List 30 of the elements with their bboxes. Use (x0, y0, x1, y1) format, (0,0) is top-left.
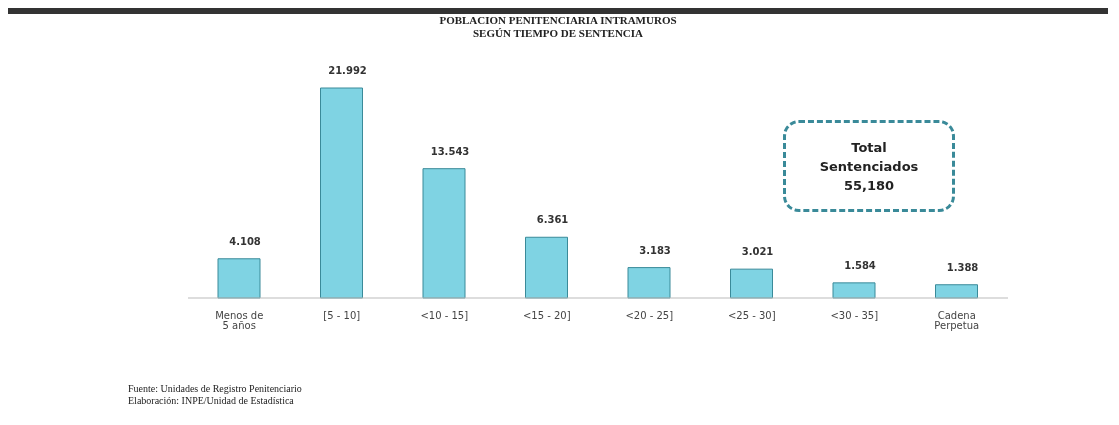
bar (525, 236, 568, 299)
data-label: 1.388 (946, 261, 979, 273)
chart-title: POBLACION PENITENCIARIA INTRAMUROS (438, 14, 678, 27)
x-tick-label: [5 - 10] (323, 310, 361, 322)
data-label: 21.992 (328, 65, 367, 76)
bar (935, 284, 978, 299)
source-note: Fuente: Unidades de Registro Penitenciario (128, 383, 302, 395)
bar (730, 268, 773, 299)
text: Elaboración: INPE/Unidad de Estadística (128, 395, 295, 407)
bar (422, 168, 466, 299)
annotation: Total Sentenciados 55,180 (818, 138, 920, 195)
x-tick-label: <20 - 25] (625, 310, 674, 322)
bar (832, 282, 876, 299)
data-label: 13.543 (430, 145, 470, 157)
rounded-frame: Total Sentenciados 55,180 (783, 120, 955, 212)
data-label: 3.021 (741, 246, 774, 258)
x-tick-label: <15 - 20] (522, 310, 571, 322)
bar (320, 87, 363, 299)
data-label: 1.584 (844, 259, 876, 271)
bar (627, 267, 671, 299)
data-label: 4.108 (229, 235, 261, 247)
x-tick-label: <25 - 30] (727, 310, 776, 322)
data-label: 3.183 (639, 244, 671, 256)
chart-subtitle: SEGÚN TIEMPO DE SENTENCIA (472, 27, 644, 40)
x-tick-label: <10 - 15] (420, 310, 469, 322)
x-tick-label: Menos de 5 años (215, 310, 264, 332)
x-tick-label: Cadena Perpetua (934, 310, 980, 332)
data-label: 6.361 (536, 214, 569, 226)
bar (217, 258, 261, 299)
x-tick-label: <30 - 35] (830, 310, 879, 322)
